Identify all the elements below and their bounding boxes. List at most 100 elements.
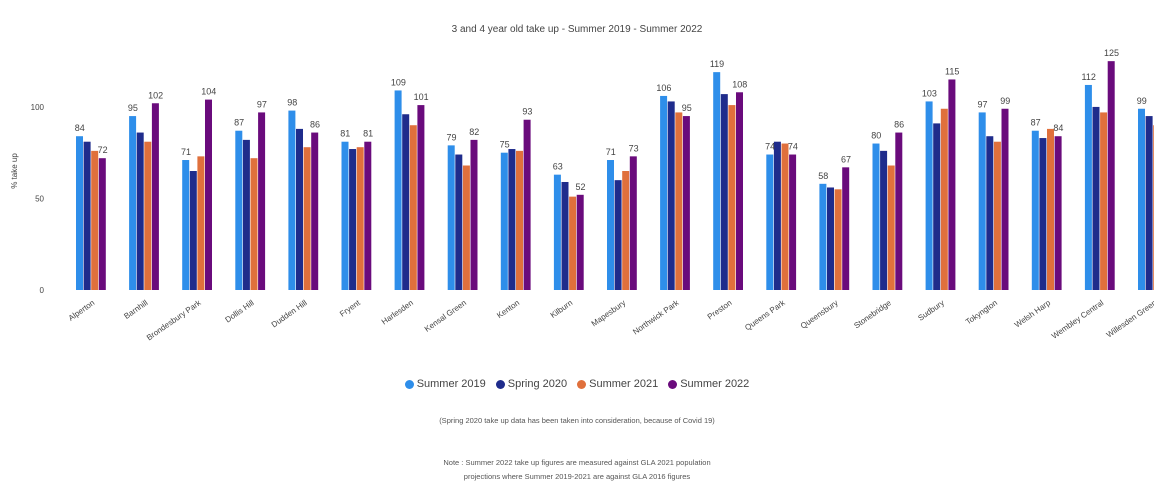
- x-tick-label: Kilburn: [549, 298, 575, 320]
- bar-spring-2020: [1145, 116, 1153, 290]
- data-label: 86: [894, 120, 904, 130]
- bar-summer-2019: [447, 145, 455, 290]
- legend-item: Summer 2019: [404, 378, 486, 390]
- x-tick-label: Queensbury: [799, 298, 840, 330]
- data-label: 58: [818, 171, 828, 181]
- x-tick-label: Preston: [706, 298, 734, 321]
- bar-spring-2020: [1039, 138, 1047, 290]
- bar-chart: 3 and 4 year old take up - Summer 2019 -…: [10, 24, 1154, 343]
- bar-summer-2019: [288, 110, 296, 290]
- bar-summer-2019: [978, 112, 986, 291]
- bar-summer-2021: [462, 165, 470, 290]
- data-label: 73: [629, 143, 639, 153]
- bar-summer-2019: [713, 72, 721, 290]
- bar-summer-2019: [129, 116, 137, 290]
- legend-marker: [577, 379, 587, 389]
- data-label: 87: [1031, 118, 1041, 128]
- bar-summer-2022: [895, 132, 903, 290]
- x-tick-label: Dudden Hill: [270, 298, 309, 329]
- bar-summer-2019: [182, 160, 190, 290]
- note-gla-line1: Note : Summer 2022 take up figures are m…: [443, 458, 711, 467]
- x-tick-label: Queens Park: [743, 298, 787, 333]
- y-tick-label: 100: [31, 103, 45, 112]
- data-label: 99: [1000, 96, 1010, 106]
- bar-summer-2021: [675, 112, 683, 291]
- bar-summer-2022: [842, 167, 850, 290]
- x-tick-label: Kensal Green: [423, 298, 468, 333]
- bar-spring-2020: [83, 141, 91, 290]
- bar-spring-2020: [880, 150, 888, 290]
- bar-spring-2020: [296, 128, 303, 290]
- legend-label: Summer 2019: [416, 378, 486, 390]
- data-label: 81: [363, 129, 373, 139]
- data-label: 74: [765, 142, 775, 152]
- bar-summer-2019: [766, 154, 774, 290]
- bar-summer-2021: [303, 147, 311, 290]
- legend-label: Spring 2020: [507, 378, 568, 390]
- data-label: 112: [1082, 72, 1096, 82]
- bar-summer-2021: [516, 150, 523, 290]
- data-label: 93: [522, 107, 532, 117]
- data-label: 97: [257, 99, 267, 109]
- x-tick-label: Wembley Central: [1050, 298, 1105, 341]
- bar-summer-2022: [311, 132, 319, 290]
- data-label: 103: [922, 88, 937, 98]
- data-label: 97: [977, 99, 987, 109]
- data-label: 86: [310, 120, 320, 130]
- x-tick-label: Kenton: [495, 298, 521, 320]
- bar-summer-2021: [940, 108, 948, 290]
- y-axis-label: % take up: [10, 153, 19, 189]
- bar-summer-2022: [470, 139, 478, 290]
- bar-summer-2021: [993, 141, 1001, 290]
- legend-label: Summer 2022: [680, 378, 750, 390]
- bar-summer-2019: [872, 143, 880, 290]
- data-label: 67: [841, 154, 851, 164]
- data-label: 95: [682, 103, 692, 113]
- bar-spring-2020: [189, 171, 197, 290]
- y-tick-label: 50: [35, 194, 44, 203]
- x-tick-label: Brondesbury Park: [145, 298, 203, 343]
- bar-summer-2021: [91, 150, 99, 290]
- bar-summer-2019: [1138, 108, 1145, 290]
- bar-summer-2022: [1001, 108, 1009, 290]
- bar-spring-2020: [402, 114, 410, 290]
- data-label: 101: [414, 92, 429, 102]
- bar-summer-2019: [394, 90, 402, 290]
- data-label: 75: [500, 140, 510, 150]
- bar-summer-2022: [629, 156, 637, 290]
- data-label: 104: [201, 87, 216, 97]
- x-tick-label: Welsh Harp: [1013, 298, 1053, 330]
- data-label: 102: [148, 90, 163, 100]
- legend-marker: [668, 379, 678, 389]
- legend-marker: [495, 379, 505, 389]
- bar-spring-2020: [614, 180, 622, 290]
- bar-summer-2021: [728, 105, 736, 290]
- data-label: 98: [287, 98, 297, 108]
- bar-summer-2022: [789, 154, 797, 290]
- bar-spring-2020: [667, 101, 675, 290]
- bar-spring-2020: [720, 94, 728, 290]
- bar-summer-2021: [887, 165, 895, 290]
- bar-spring-2020: [242, 139, 250, 290]
- bar-summer-2021: [569, 196, 577, 290]
- bar-summer-2022: [98, 158, 106, 290]
- legend-label: Summer 2021: [589, 378, 659, 390]
- data-label: 109: [391, 77, 406, 87]
- bar-summer-2019: [235, 130, 243, 290]
- legend-marker: [404, 379, 414, 389]
- bar-summer-2021: [622, 171, 630, 290]
- bar-summer-2021: [1047, 128, 1054, 290]
- data-label: 87: [234, 118, 244, 128]
- legend: Summer 2019 Spring 2020 Summer 2021 Summer …: [0, 378, 1154, 390]
- data-label: 71: [606, 147, 616, 157]
- legend-item: Summer 2021: [577, 378, 658, 390]
- bar-spring-2020: [933, 123, 941, 291]
- chart-title: 3 and 4 year old take up - Summer 2019 -…: [452, 24, 703, 35]
- bar-summer-2019: [1031, 130, 1039, 290]
- bar-summer-2019: [660, 95, 668, 290]
- data-label: 95: [128, 103, 138, 113]
- bar-spring-2020: [136, 132, 144, 290]
- legend-item: Summer 2022: [668, 378, 749, 390]
- x-tick-label: Tokyngton: [964, 298, 999, 326]
- data-label: 80: [871, 131, 881, 141]
